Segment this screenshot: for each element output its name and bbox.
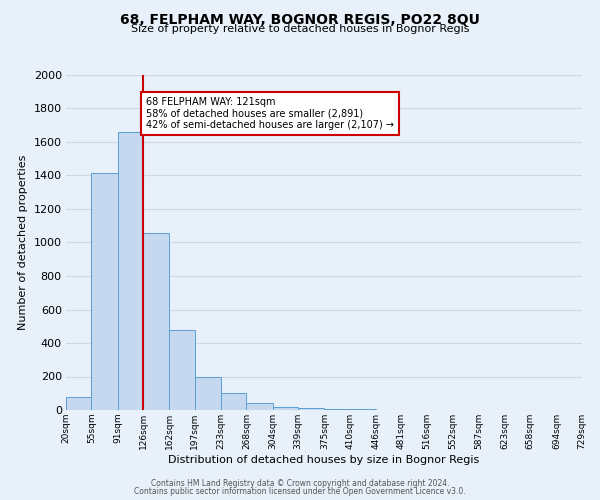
Bar: [66, 396, 91, 410]
X-axis label: Distribution of detached houses by size in Bognor Regis: Distribution of detached houses by size …: [169, 454, 479, 464]
Bar: [91, 173, 118, 410]
Text: Contains HM Land Registry data © Crown copyright and database right 2024.: Contains HM Land Registry data © Crown c…: [151, 478, 449, 488]
Text: 68 FELPHAM WAY: 121sqm
58% of detached houses are smaller (2,891)
42% of semi-de: 68 FELPHAM WAY: 121sqm 58% of detached h…: [146, 97, 394, 130]
Bar: [118, 132, 143, 410]
Text: Contains public sector information licensed under the Open Government Licence v3: Contains public sector information licen…: [134, 487, 466, 496]
Bar: [325, 409, 350, 410]
Bar: [143, 234, 169, 410]
Text: 68, FELPHAM WAY, BOGNOR REGIS, PO22 8QU: 68, FELPHAM WAY, BOGNOR REGIS, PO22 8QU: [120, 12, 480, 26]
Text: Size of property relative to detached houses in Bognor Regis: Size of property relative to detached ho…: [131, 24, 469, 34]
Bar: [195, 376, 221, 410]
Bar: [298, 408, 325, 410]
Bar: [247, 404, 272, 410]
Bar: [221, 393, 247, 410]
Bar: [272, 406, 298, 410]
Y-axis label: Number of detached properties: Number of detached properties: [18, 155, 28, 330]
Bar: [169, 330, 195, 410]
